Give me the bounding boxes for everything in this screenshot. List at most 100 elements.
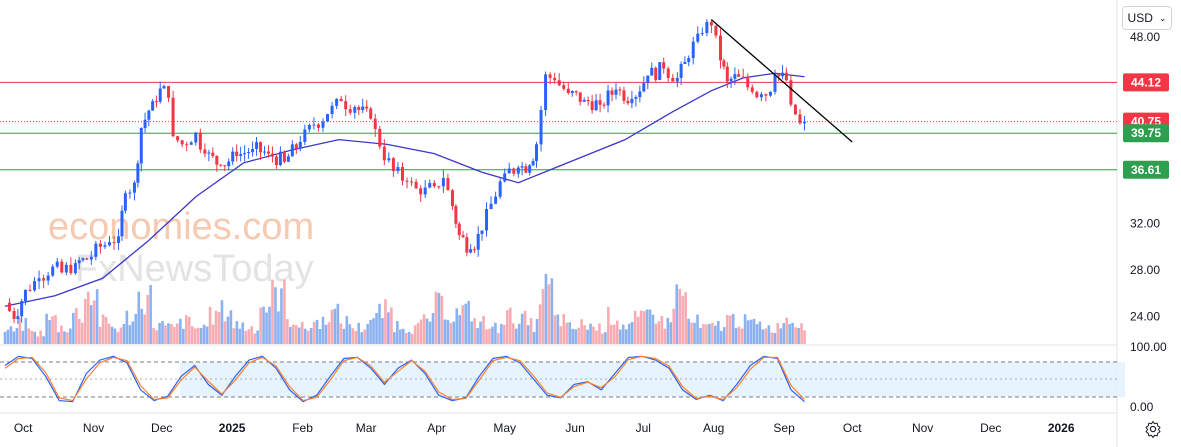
- candle-body: [498, 181, 502, 197]
- volume-bar: [131, 321, 135, 344]
- volume-bar: [476, 328, 479, 344]
- candle-body: [594, 100, 598, 111]
- volume-bar: [464, 303, 467, 344]
- candle: [147, 109, 151, 127]
- candle-body: [123, 193, 127, 211]
- volume-bar: [532, 331, 536, 344]
- volume-bar: [354, 331, 358, 344]
- volume-bar: [324, 324, 328, 344]
- candle: [590, 94, 594, 114]
- candle: [12, 307, 16, 324]
- candle-body: [85, 258, 89, 260]
- volume-bar: [565, 322, 569, 344]
- candle-body: [274, 156, 278, 166]
- volume-bar: [479, 321, 482, 344]
- candle-body: [768, 91, 772, 96]
- volume-bar: [381, 318, 384, 344]
- volume-bar: [422, 314, 426, 344]
- candle: [539, 105, 543, 152]
- candle: [167, 85, 171, 103]
- candle: [382, 139, 386, 166]
- candle: [198, 128, 202, 153]
- volume-bar: [630, 322, 634, 344]
- volume-bar: [517, 323, 521, 344]
- price-tag: 44.12: [1123, 73, 1169, 92]
- candle-body: [590, 101, 594, 111]
- candle: [405, 177, 409, 189]
- volume-bar: [384, 299, 387, 344]
- candle-body: [270, 153, 274, 157]
- volume-bar: [526, 325, 530, 344]
- candle: [8, 298, 12, 312]
- volume-bar: [333, 308, 337, 344]
- candle: [646, 75, 650, 90]
- gear-icon[interactable]: [1144, 420, 1162, 438]
- volume-bar: [185, 315, 188, 344]
- candle-body: [507, 168, 511, 174]
- volume-bar: [330, 309, 334, 344]
- candle: [480, 230, 484, 241]
- candle-body: [46, 275, 50, 281]
- candle-body: [247, 152, 251, 154]
- candle-body: [326, 114, 330, 122]
- candle: [348, 104, 352, 116]
- candle: [570, 90, 574, 97]
- volume-bar: [541, 289, 545, 344]
- candle: [594, 94, 598, 111]
- volume-bar: [226, 316, 230, 344]
- candle-body: [266, 151, 270, 154]
- volume-bar: [119, 327, 123, 344]
- volume-bar: [176, 323, 179, 344]
- volume-bar: [312, 321, 316, 344]
- candle-body: [535, 144, 538, 162]
- volume-bar: [217, 312, 221, 344]
- candle-body: [203, 149, 207, 154]
- candle-body: [143, 119, 147, 128]
- candle-body: [185, 144, 189, 146]
- candle-body: [626, 100, 630, 104]
- volume-bar: [482, 315, 485, 344]
- candle-body: [120, 210, 124, 237]
- candle: [535, 141, 538, 168]
- volume-bar: [89, 305, 93, 344]
- volume-bar: [360, 332, 363, 344]
- volume-bar: [782, 323, 786, 344]
- volume-bar: [538, 304, 542, 344]
- price-tag-box: [1123, 124, 1169, 143]
- time-tick-label: Oct: [14, 421, 33, 435]
- currency-selector[interactable]: USD ⌄: [1122, 6, 1172, 30]
- candle-body: [465, 237, 469, 253]
- candle: [714, 25, 718, 39]
- candle-body: [198, 132, 202, 150]
- candle: [428, 179, 432, 189]
- candle: [365, 99, 369, 112]
- candle-body: [219, 164, 223, 166]
- candle: [764, 93, 768, 102]
- candle-body: [461, 235, 465, 238]
- candle-body: [8, 302, 12, 312]
- candle: [789, 75, 793, 107]
- volume-bar: [274, 287, 277, 344]
- candle-body: [480, 230, 484, 234]
- volume-bar: [170, 323, 173, 344]
- candle: [117, 228, 121, 250]
- candle: [139, 127, 143, 172]
- candle-body: [773, 74, 777, 92]
- volume-bar: [699, 327, 702, 344]
- volume-bar: [357, 322, 360, 344]
- candle: [176, 135, 180, 143]
- price-tag-label: 44.12: [1131, 75, 1161, 89]
- candle: [158, 81, 162, 104]
- candle-body: [658, 62, 662, 80]
- candle-body: [263, 151, 267, 153]
- trendline: [710, 19, 853, 143]
- candle-body: [344, 101, 348, 110]
- volume-bar: [292, 324, 295, 344]
- volume-bar: [42, 336, 45, 344]
- price-tick-label: 28.00: [1130, 263, 1160, 277]
- time-axis: Oct Nov Dec 2025 Feb Mar Apr May Jun Jul Aug Sep Oct…: [14, 421, 1075, 435]
- volume-bar: [12, 331, 16, 344]
- volume-bar: [719, 330, 723, 344]
- candle-body: [793, 104, 797, 115]
- candle: [180, 139, 184, 148]
